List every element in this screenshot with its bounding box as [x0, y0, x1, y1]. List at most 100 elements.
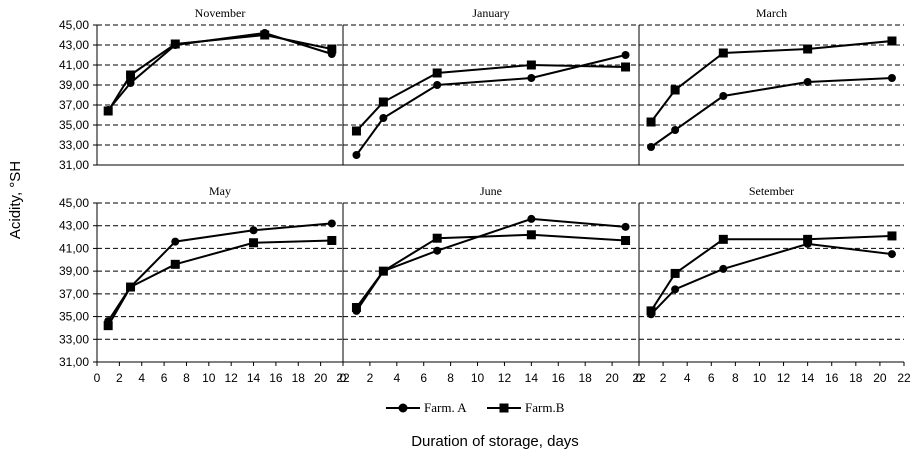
y-tick-label: 43,00 — [59, 38, 89, 52]
data-point-farm-b — [887, 36, 897, 46]
y-tick-label: 43,00 — [59, 219, 89, 233]
x-tick-label: 20 — [605, 371, 619, 385]
panel-title: March — [756, 6, 787, 20]
data-point-farm-b — [621, 62, 631, 72]
panel-january: January — [342, 6, 639, 166]
series-line-farm-a — [650, 242, 893, 315]
series-line-farm-b — [355, 63, 626, 132]
data-point-farm-b — [103, 106, 113, 116]
x-tick-label: 2 — [116, 371, 123, 385]
data-point-farm-a — [527, 214, 536, 223]
panel-title: January — [472, 6, 509, 20]
legend-marker-farm-b — [499, 403, 509, 413]
x-tick-label: 6 — [708, 371, 715, 385]
y-tick-label: 41,00 — [59, 241, 89, 255]
panel-november: 31,00 33,00 35,00 37,00 39,00 41,00 43,00 45,00… — [59, 6, 343, 172]
y-tick-label: 45,00 — [59, 196, 89, 210]
data-point-farm-b — [526, 230, 536, 240]
data-point-farm-b — [351, 302, 361, 312]
data-point-farm-b — [260, 30, 270, 40]
x-tick-label: 10 — [471, 371, 485, 385]
panel-march: March — [638, 6, 904, 166]
x-tick-label: 0 — [340, 371, 347, 385]
data-point-farm-b — [803, 44, 813, 54]
y-tick-label: 35,00 — [59, 118, 89, 132]
series-line-farm-a — [107, 222, 332, 322]
legend-label-farm-a: Farm. A — [424, 400, 467, 415]
x-tick-label: 20 — [873, 371, 887, 385]
panel-title: November — [195, 6, 246, 20]
x-tick-label: 22 — [336, 371, 350, 385]
data-point-farm-b — [718, 234, 728, 244]
x-tick-label: 10 — [202, 371, 216, 385]
panel-june: 0 2 4 6 8 10 12 14 16 18 20 22 June — [340, 184, 646, 385]
data-point-farm-a — [527, 74, 536, 82]
x-tick-label: 12 — [498, 371, 512, 385]
x-tick-label: 18 — [292, 371, 306, 385]
data-point-farm-a — [887, 250, 896, 259]
data-point-farm-a — [647, 143, 656, 151]
data-point-farm-b — [327, 44, 337, 54]
data-point-farm-a — [719, 92, 728, 100]
data-point-farm-b — [803, 234, 813, 244]
panel-title: May — [209, 184, 231, 198]
data-point-farm-b — [526, 60, 536, 70]
x-tick-label: 8 — [447, 371, 454, 385]
panels: 31,00 33,00 35,00 37,00 39,00 41,00 43,00 45,00… — [59, 6, 911, 385]
series-line-farm-b — [107, 239, 332, 327]
data-point-farm-b — [103, 321, 113, 331]
x-tick-label: 8 — [183, 371, 190, 385]
y-tick-label: 37,00 — [59, 98, 89, 112]
y-axis-label: Acidity, °SH — [7, 161, 24, 239]
x-tick-label: 16 — [552, 371, 566, 385]
y-tick-label: 37,00 — [59, 287, 89, 301]
data-point-farm-b — [351, 126, 361, 136]
legend-label-farm-b: Farm.B — [525, 400, 565, 415]
data-point-farm-a — [249, 226, 258, 235]
x-tick-label: 14 — [247, 371, 261, 385]
data-point-farm-b — [646, 306, 656, 316]
series-line-farm-b — [650, 40, 893, 123]
data-point-farm-b — [170, 259, 180, 269]
y-tick-label: 41,00 — [59, 58, 89, 72]
x-tick-label: 22 — [897, 371, 911, 385]
x-tick-label: 18 — [849, 371, 863, 385]
data-point-farm-a — [621, 222, 630, 231]
y-tick-label: 39,00 — [59, 78, 89, 92]
data-point-farm-b — [670, 85, 680, 95]
x-tick-label: 16 — [269, 371, 283, 385]
x-axis-label: Duration of storage, days — [411, 433, 579, 450]
data-point-farm-b — [646, 117, 656, 127]
data-point-farm-b — [249, 238, 259, 248]
y-tick-label: 31,00 — [59, 158, 89, 172]
data-point-farm-a — [719, 264, 728, 273]
data-point-farm-b — [621, 235, 631, 245]
x-tick-label: 20 — [314, 371, 328, 385]
panel-may: 31,00 33,00 35,00 37,00 39,00 41,00 43,00 45,00… — [59, 184, 350, 385]
series-line-farm-a — [355, 217, 626, 312]
x-tick-label: 12 — [225, 371, 239, 385]
data-point-farm-b — [170, 39, 180, 49]
y-tick-label: 33,00 — [59, 138, 89, 152]
data-point-farm-a — [887, 74, 896, 82]
data-point-farm-a — [671, 126, 680, 134]
x-tick-label: 12 — [777, 371, 791, 385]
x-tick-label: 18 — [579, 371, 593, 385]
panel-setember: 0 2 4 6 8 10 12 14 16 18 20 22 Setember — [636, 184, 911, 385]
y-tick-label: 33,00 — [59, 332, 89, 346]
x-tick-label: 8 — [732, 371, 739, 385]
x-tick-label: 2 — [367, 371, 374, 385]
data-point-farm-b — [126, 282, 136, 292]
legend: Farm. A Farm.B — [386, 400, 565, 415]
x-tick-label: 4 — [138, 371, 145, 385]
data-point-farm-b — [378, 97, 388, 107]
y-tick-label: 31,00 — [59, 355, 89, 369]
data-point-farm-a — [379, 114, 388, 122]
y-tick-label: 35,00 — [59, 310, 89, 324]
data-point-farm-b — [378, 266, 388, 276]
data-point-farm-a — [621, 51, 630, 59]
series-line-farm-a — [650, 77, 893, 148]
x-tick-label: 6 — [420, 371, 427, 385]
data-point-farm-a — [352, 151, 361, 159]
